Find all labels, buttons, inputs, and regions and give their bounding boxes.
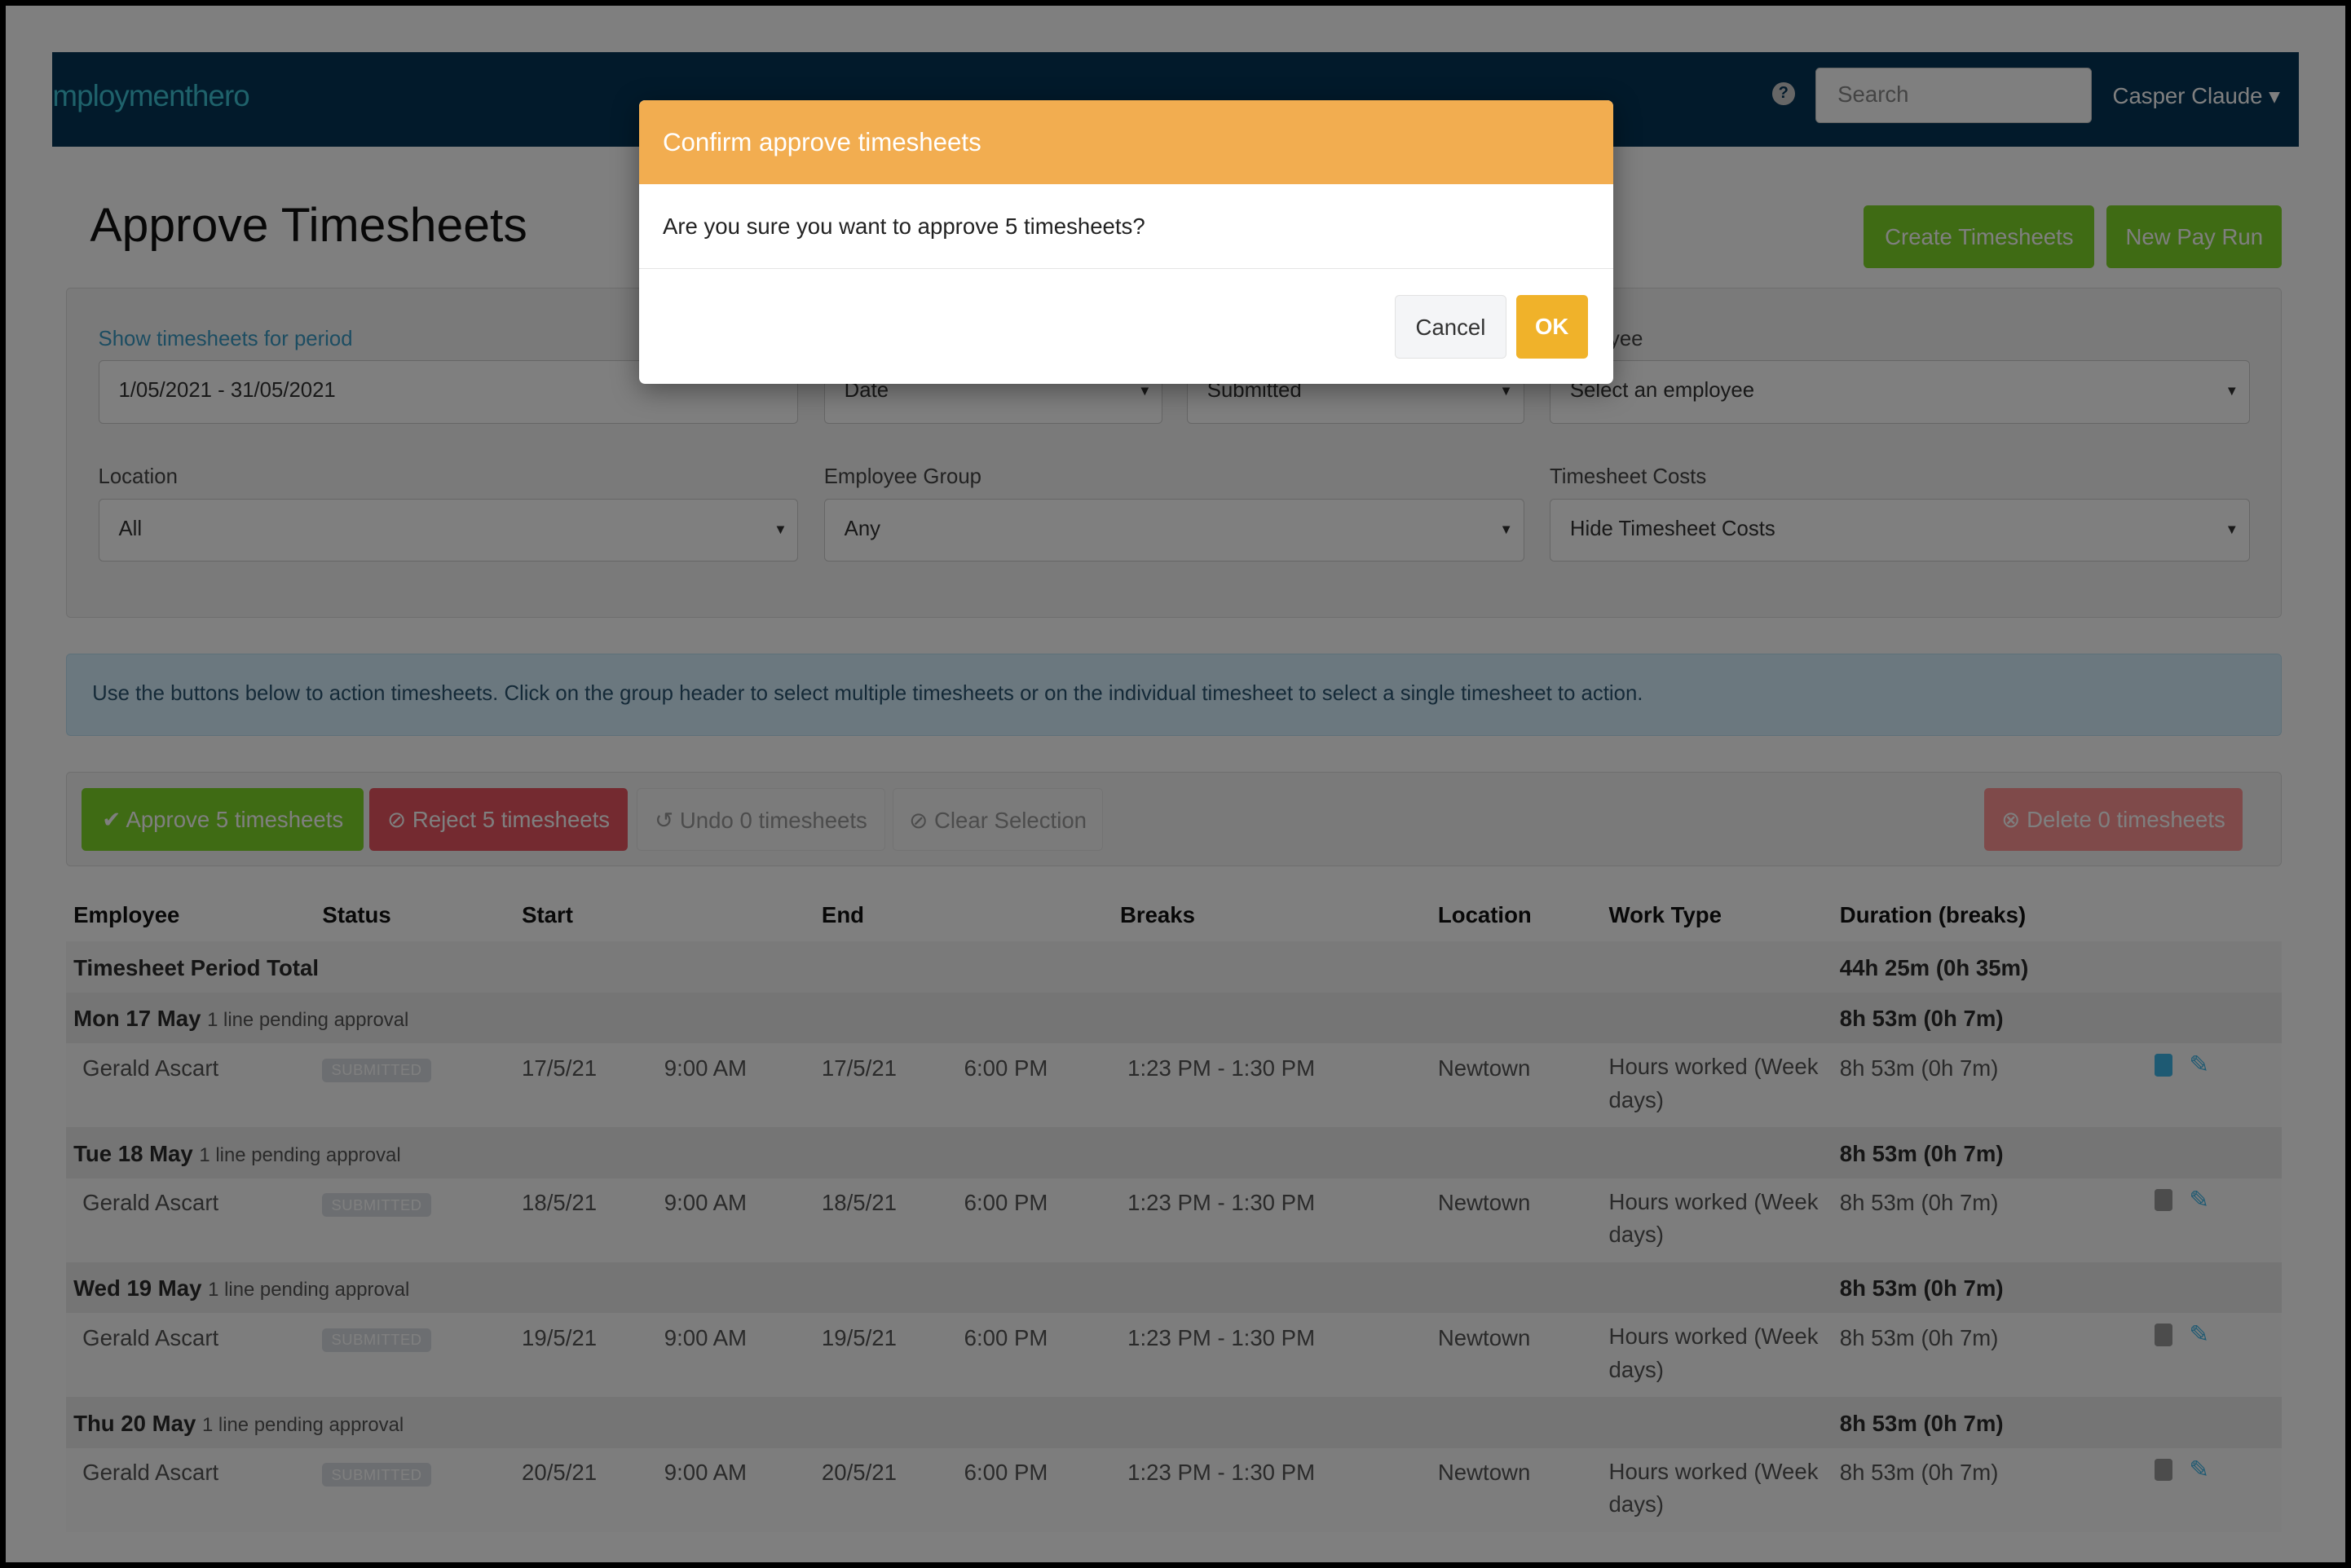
ok-button[interactable]: OK: [1515, 295, 1588, 359]
app-frame: mploymenthero ? Search Casper Claude ▾ A…: [6, 6, 2345, 1562]
dialog-title: Confirm approve timesheets: [638, 100, 1614, 185]
dialog-message: Are you sure you want to approve 5 times…: [638, 184, 1614, 270]
cancel-button[interactable]: Cancel: [1394, 295, 1507, 359]
confirm-dialog: Confirm approve timesheets Are you sure …: [638, 100, 1614, 384]
